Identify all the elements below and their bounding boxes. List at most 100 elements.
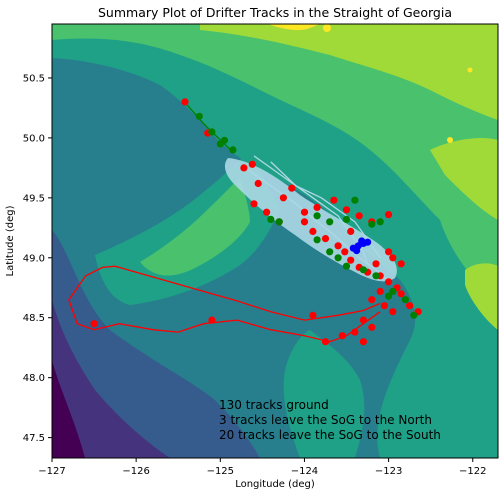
x-tick-label: −122	[459, 466, 486, 477]
drifter-point-grounded-16	[321, 235, 330, 243]
drifter-point-grounded-17	[334, 242, 342, 250]
drifter-point-start-3	[364, 238, 372, 246]
drifter-point-grounded-13	[385, 211, 393, 219]
x-tick-label: −125	[207, 466, 234, 477]
drifter-point-grounded-32	[359, 316, 367, 324]
drifter-point-grounded-35	[338, 332, 346, 340]
drifter-point-grounded-40	[208, 316, 216, 324]
chart-marks	[68, 98, 422, 346]
drifter-point-grounded-43	[389, 254, 397, 262]
peak-marker	[323, 24, 331, 32]
drifter-point-grounded-3	[248, 160, 256, 168]
y-tick-label: 50.5	[23, 73, 45, 84]
drifter-point-grounded-5	[279, 194, 287, 202]
drifter-point-start-5	[358, 237, 366, 245]
drifter-point-grounded-29	[389, 308, 397, 316]
elevation-contours	[52, 24, 498, 458]
y-tick-label: 48.5	[23, 313, 45, 324]
drifter-point-grounded-7	[300, 208, 309, 216]
drifter-point-exit-22	[410, 311, 418, 319]
x-axis-label: Longitude (deg)	[235, 479, 315, 490]
drifter-point-grounded-23	[385, 278, 393, 286]
drifter-point-grounded-11	[355, 212, 363, 220]
drifter-point-start-4	[353, 247, 361, 255]
drifter-point-grounded-19	[347, 256, 355, 264]
drifter-point-grounded-46	[250, 200, 258, 208]
drifter-track-0	[68, 265, 381, 343]
land-southeast-region	[283, 330, 365, 458]
drifter-point-grounded-28	[380, 302, 388, 310]
drifter-point-exit-6	[267, 215, 275, 223]
peaks-region	[268, 24, 320, 31]
y-axis-label: Latitude (deg)	[5, 205, 16, 276]
x-tick-label: −126	[122, 466, 149, 477]
drifter-track-4	[186, 103, 234, 153]
drifter-point-grounded-14	[300, 218, 309, 226]
drifter-point-grounded-47	[263, 208, 271, 216]
hills-island-region	[140, 178, 250, 276]
drifter-point-exit-7	[313, 212, 321, 220]
drifter-point-grounded-0	[181, 98, 189, 106]
drifter-point-grounded-26	[376, 287, 384, 295]
mountains-region	[200, 24, 498, 120]
drifter-point-exit-12	[376, 218, 384, 226]
drifter-point-grounded-36	[321, 338, 330, 346]
drifter-point-exit-16	[342, 262, 351, 270]
drifter-point-grounded-6	[288, 184, 296, 192]
drifter-point-grounded-33	[368, 323, 376, 331]
drifter-point-grounded-27	[368, 296, 376, 304]
drifter-point-grounded-9	[330, 196, 338, 204]
drifter-point-grounded-44	[372, 260, 380, 268]
drifter-point-grounded-45	[347, 227, 355, 235]
mountains-southeast-region	[465, 263, 498, 330]
drifter-point-grounded-15	[309, 227, 317, 235]
x-tick-label: −123	[375, 466, 402, 477]
x-tick-label: −127	[38, 466, 65, 477]
plot-area	[52, 24, 498, 458]
drifter-point-grounded-37	[359, 338, 367, 346]
drifter-point-exit-19	[389, 287, 397, 295]
deepest-water-region	[52, 360, 85, 458]
drifter-point-grounded-41	[385, 248, 393, 256]
drifter-point-exit-15	[334, 254, 342, 262]
drifter-point-exit-3	[229, 146, 237, 154]
deeper-water-region	[52, 300, 170, 458]
drifter-point-grounded-42	[397, 260, 405, 268]
drifter-point-exit-8	[326, 218, 334, 226]
drifter-point-grounded-4	[254, 179, 262, 188]
drifter-point-exit-14	[326, 248, 334, 256]
y-tick-label: 48.0	[23, 373, 45, 384]
annotation-south: 20 tracks leave the SoG to the South	[219, 428, 441, 442]
drifter-point-exit-17	[359, 266, 367, 274]
drifter-point-grounded-8	[313, 203, 321, 211]
plot-frame	[51, 23, 499, 459]
drifter-point-grounded-25	[397, 290, 405, 298]
drifter-track-2	[245, 167, 390, 283]
drifter-point-exit-9	[351, 196, 359, 204]
x-axis: −127 −126 −125 −124 −123 −122	[38, 458, 486, 477]
drifter-point-grounded-18	[341, 248, 349, 256]
drifter-point-grounded-38	[309, 311, 317, 319]
drifter-point-grounded-10	[342, 206, 351, 214]
drifter-point-exit-18	[372, 272, 380, 280]
drifter-point-grounded-34	[351, 328, 359, 336]
drifter-point-exit-20	[385, 292, 393, 300]
drifter-point-grounded-39	[90, 320, 98, 328]
x-tick-label: −124	[291, 466, 318, 477]
y-axis: 47.5 48.0 48.5 49.0 49.5 50.0 50.5	[23, 73, 52, 444]
peak-marker	[467, 67, 473, 73]
drifter-point-exit-0	[195, 112, 203, 120]
annotation-grounded: 130 tracks ground	[219, 398, 329, 412]
drifter-point-exit-4	[216, 140, 224, 148]
mountains-east-region	[430, 138, 498, 220]
drifter-point-exit-11	[368, 220, 376, 228]
drifter-point-exit-10	[342, 215, 351, 223]
peak-marker	[447, 137, 453, 143]
drifter-point-grounded-2	[240, 164, 248, 172]
drifter-point-grounded-30	[406, 302, 414, 310]
y-tick-label: 47.5	[23, 433, 45, 444]
chart-title: Summary Plot of Drifter Tracks in the St…	[98, 5, 452, 20]
hills-region	[52, 24, 498, 300]
y-tick-label: 49.5	[23, 193, 45, 204]
